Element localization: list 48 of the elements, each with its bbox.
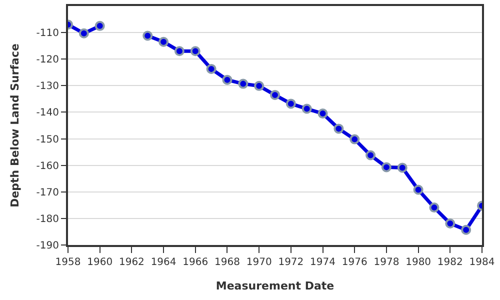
x-tick-label: 1958 xyxy=(55,257,81,268)
point xyxy=(429,202,440,213)
x-tick-label: 1966 xyxy=(182,257,208,268)
point xyxy=(318,108,328,119)
y-tick-label: -120 xyxy=(36,54,59,66)
point xyxy=(286,98,296,109)
x-tick-label: 1962 xyxy=(118,257,144,268)
point xyxy=(222,74,232,85)
point xyxy=(302,104,312,114)
x-tick-label: 1972 xyxy=(278,257,304,268)
point xyxy=(254,80,264,91)
point xyxy=(270,90,280,100)
point xyxy=(238,78,248,89)
y-tick-label: -130 xyxy=(36,81,59,92)
point xyxy=(413,184,424,195)
x-tick-label: 1978 xyxy=(374,257,400,268)
point xyxy=(366,150,376,160)
point xyxy=(206,64,216,74)
point xyxy=(397,162,408,173)
point xyxy=(78,28,89,38)
x-tick-label: 1976 xyxy=(342,257,368,268)
y-axis-title: Depth Below Land Surface xyxy=(8,44,22,208)
y-tick-label: -150 xyxy=(36,134,59,146)
x-tick-label: 1960 xyxy=(87,257,113,268)
point xyxy=(190,46,200,56)
y-tick-label: -180 xyxy=(36,214,59,225)
y-tick-label: -110 xyxy=(36,28,59,40)
x-tick-label: 1974 xyxy=(310,257,336,268)
point xyxy=(334,124,344,134)
point xyxy=(445,218,456,228)
x-axis-title: Measurement Date xyxy=(216,280,334,293)
point xyxy=(174,46,184,56)
x-tick-label: 1970 xyxy=(246,257,272,268)
x-tick-label: 1968 xyxy=(214,257,240,268)
y-tick-label: -160 xyxy=(36,160,59,172)
point xyxy=(461,224,472,235)
x-tick-label: 1984 xyxy=(469,257,495,268)
y-tick-label: -190 xyxy=(36,240,59,252)
point xyxy=(158,36,169,47)
point xyxy=(142,30,153,41)
x-tick-label: 1980 xyxy=(406,257,432,268)
y-tick-label: -140 xyxy=(36,108,59,119)
point xyxy=(94,20,105,31)
y-tick-label: -170 xyxy=(36,187,59,198)
point xyxy=(381,162,392,172)
point xyxy=(350,134,360,144)
x-tick-label: 1964 xyxy=(150,257,176,268)
x-tick-label: 1982 xyxy=(437,257,463,268)
